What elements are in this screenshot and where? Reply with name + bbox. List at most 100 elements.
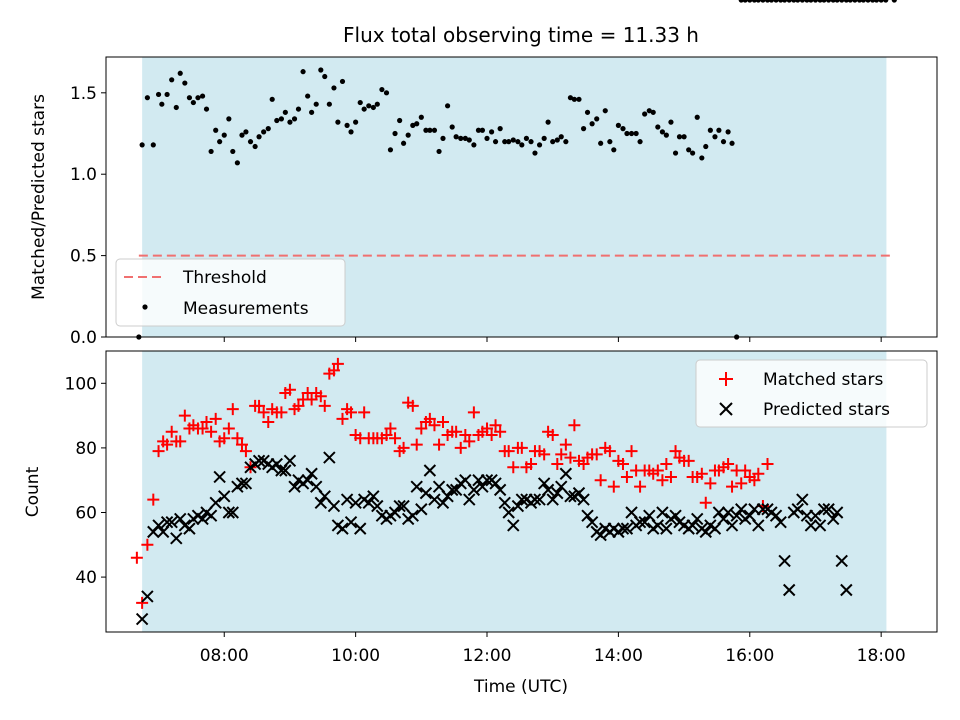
measurement-point bbox=[628, 130, 635, 137]
matched-star-marker bbox=[428, 419, 441, 432]
measurement-point bbox=[834, 0, 840, 3]
measurement-point bbox=[322, 73, 328, 80]
matched-star-marker bbox=[327, 364, 340, 377]
predicted-star-marker bbox=[498, 496, 511, 510]
measurement-point bbox=[637, 139, 643, 145]
predicted-star-marker bbox=[730, 509, 743, 522]
measurement-point bbox=[221, 132, 227, 138]
matched-star-marker bbox=[415, 422, 428, 435]
measurement-point bbox=[159, 101, 165, 107]
predicted-star-marker bbox=[577, 493, 590, 506]
measurement-point bbox=[747, 0, 753, 3]
measurement-point bbox=[550, 139, 556, 145]
measurement-point bbox=[594, 116, 600, 122]
measurement-point bbox=[584, 109, 591, 115]
ratio-y-tick-label: 1.5 bbox=[70, 84, 97, 104]
predicted-star-marker bbox=[174, 512, 187, 526]
measurement-point bbox=[502, 139, 508, 145]
measurement-point bbox=[624, 130, 630, 137]
matched-star-marker bbox=[656, 474, 669, 487]
matched-star-marker bbox=[494, 425, 507, 438]
measurement-point bbox=[768, 0, 775, 3]
predicted-star-marker bbox=[620, 522, 634, 535]
measurement-point bbox=[839, 0, 845, 3]
predicted-star-marker bbox=[428, 493, 441, 506]
predicted-star-marker bbox=[581, 509, 594, 522]
measurement-point bbox=[672, 150, 679, 156]
predicted-star-marker bbox=[725, 519, 739, 532]
measurement-point bbox=[808, 0, 814, 3]
measurement-point bbox=[563, 139, 569, 145]
matched-star-marker bbox=[222, 422, 235, 435]
predicted-star-marker bbox=[362, 496, 375, 510]
measurement-point bbox=[843, 0, 849, 3]
matched-star-marker bbox=[660, 458, 673, 471]
predicted-star-marker bbox=[752, 519, 765, 532]
matched-star-marker bbox=[634, 480, 647, 493]
measurement-point bbox=[453, 134, 459, 140]
matched-star-marker bbox=[739, 464, 752, 477]
measurement-point bbox=[712, 134, 718, 140]
measurement-point bbox=[860, 0, 867, 3]
measurement-point bbox=[449, 124, 455, 130]
measurement-point bbox=[344, 122, 350, 128]
measurement-point bbox=[580, 126, 587, 132]
legend-threshold-label: Threshold bbox=[182, 268, 267, 288]
measurement-point bbox=[203, 106, 210, 112]
measurement-point bbox=[707, 127, 713, 133]
matched-star-marker bbox=[292, 399, 305, 412]
measurement-point bbox=[139, 142, 145, 148]
matched-star-marker bbox=[257, 406, 270, 419]
measurement-point bbox=[690, 150, 696, 156]
matched-star-marker bbox=[616, 458, 629, 471]
matched-star-marker bbox=[525, 458, 538, 471]
ratio-panel-frame bbox=[105, 56, 938, 338]
measurement-point bbox=[295, 106, 302, 112]
count-panel-frame bbox=[105, 350, 938, 633]
matched-star-marker bbox=[239, 445, 252, 458]
time-x-tick-label: 16:00 bbox=[725, 646, 774, 666]
time-x-tick-label: 18:00 bbox=[857, 646, 906, 666]
matched-star-marker bbox=[726, 480, 739, 493]
measurement-point bbox=[891, 0, 897, 3]
predicted-star-marker bbox=[406, 509, 419, 522]
matched-star-marker bbox=[130, 551, 143, 564]
measurement-point bbox=[528, 139, 534, 145]
matched-star-marker bbox=[358, 406, 371, 419]
predicted-star-marker bbox=[774, 515, 787, 529]
predicted-star-marker bbox=[367, 490, 380, 503]
matched-star-marker bbox=[389, 432, 402, 445]
predicted-star-marker bbox=[555, 480, 568, 493]
predicted-star-marker bbox=[507, 519, 520, 532]
predicted-star-marker bbox=[183, 522, 196, 535]
predicted-star-marker bbox=[804, 519, 818, 532]
matched-star-marker bbox=[397, 441, 410, 454]
measurement-point bbox=[458, 135, 464, 141]
predicted-star-marker bbox=[633, 515, 647, 529]
measurement-point bbox=[282, 109, 288, 115]
legend-matched-swatch bbox=[719, 372, 733, 386]
measurement-point bbox=[247, 139, 254, 145]
measurement-point bbox=[144, 95, 150, 101]
matched-star-marker bbox=[165, 425, 178, 438]
predicted-star-marker bbox=[686, 519, 699, 532]
predicted-star-marker bbox=[196, 512, 209, 526]
legend-measurements-label: Measurements bbox=[183, 299, 309, 319]
matched-star-marker bbox=[178, 409, 191, 422]
matched-star-marker bbox=[502, 445, 515, 458]
measurement-point bbox=[392, 130, 398, 137]
predicted-star-marker bbox=[419, 486, 433, 500]
matched-star-marker bbox=[314, 390, 327, 403]
measurement-point bbox=[173, 104, 179, 111]
predicted-star-marker bbox=[463, 493, 476, 506]
legend-predicted-label: Predicted stars bbox=[763, 400, 890, 420]
matched-star-marker bbox=[577, 458, 590, 471]
predicted-star-marker bbox=[782, 583, 796, 597]
measurement-point bbox=[339, 78, 346, 85]
time-x-axis-label: Time (UTC) bbox=[473, 677, 568, 697]
predicted-star-marker bbox=[226, 506, 239, 519]
measurement-point bbox=[466, 137, 472, 143]
measurement-point bbox=[523, 135, 530, 141]
matched-star-marker bbox=[410, 438, 423, 451]
predicted-star-marker bbox=[397, 499, 410, 513]
